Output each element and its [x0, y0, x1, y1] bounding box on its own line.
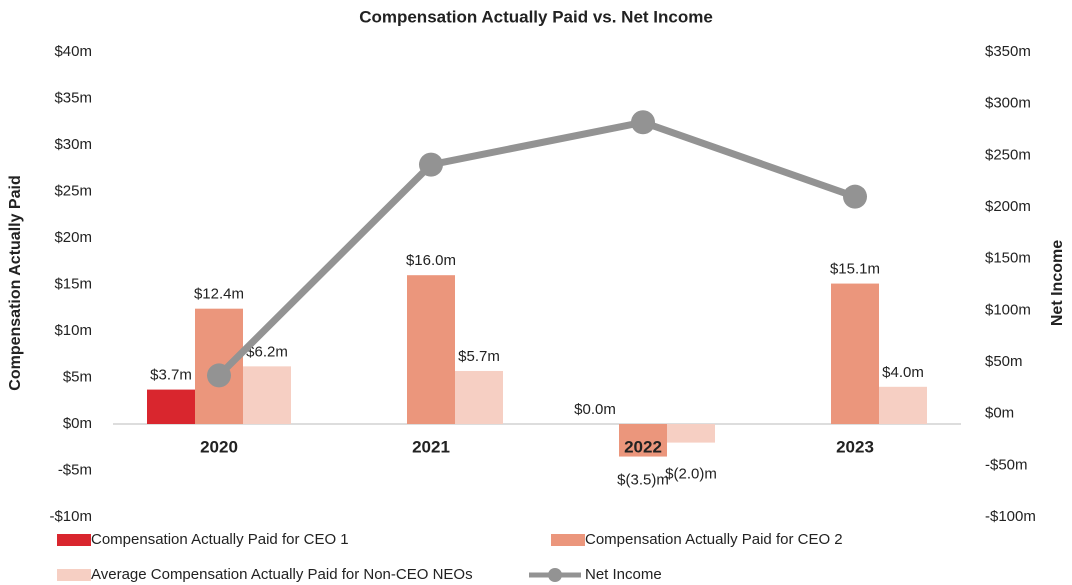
line-marker	[207, 363, 231, 388]
legend-swatch	[551, 534, 585, 546]
data-label: $12.4m	[194, 286, 244, 303]
data-label: $0.0m	[574, 401, 616, 418]
line-marker	[631, 110, 655, 135]
y-tick-label: $25m	[54, 182, 92, 199]
y-tick-label: $35m	[54, 89, 92, 106]
legend-swatch	[57, 534, 91, 546]
y-axis-label: Compensation Actually Paid	[7, 175, 24, 390]
y2-tick-label: $150m	[985, 250, 1031, 267]
data-label: $4.0m	[882, 364, 924, 381]
x-tick-label: 2021	[412, 437, 450, 456]
chart-title: Compensation Actually Paid vs. Net Incom…	[359, 7, 713, 26]
x-tick-label: 2023	[836, 437, 874, 456]
y2-tick-label: $350m	[985, 43, 1031, 60]
legend-label: Net Income	[585, 566, 662, 583]
data-label: $16.0m	[406, 252, 456, 269]
line-marker	[419, 152, 443, 177]
legend-label: Compensation Actually Paid for CEO 1	[91, 531, 349, 548]
y-tick-label: $10m	[54, 322, 92, 339]
y-tick-label: -$10m	[49, 508, 92, 525]
y-tick-label: $20m	[54, 229, 92, 246]
bar	[667, 424, 715, 443]
y2-tick-label: -$50m	[985, 456, 1028, 473]
line	[216, 118, 857, 378]
y-tick-label: $40m	[54, 43, 92, 60]
y2-tick-label: $300m	[985, 95, 1031, 112]
y2-tick-label: -$100m	[985, 508, 1036, 525]
legend-swatch	[548, 568, 562, 582]
data-label: $(3.5)m	[617, 472, 669, 489]
legend-label: Compensation Actually Paid for CEO 2	[585, 531, 843, 548]
y2-tick-label: $0m	[985, 405, 1014, 422]
bar	[619, 424, 667, 457]
y-tick-label: -$5m	[58, 461, 92, 478]
y-tick-label: $30m	[54, 136, 92, 153]
y-tick-label: $5m	[63, 368, 92, 385]
bar	[147, 389, 195, 424]
y2-tick-label: $250m	[985, 146, 1031, 163]
x-tick-label: 2020	[200, 437, 238, 456]
data-label: $15.1m	[830, 261, 880, 278]
y-tick-label: $0m	[63, 415, 92, 432]
legend-swatch	[57, 569, 91, 581]
y2-tick-label: $200m	[985, 198, 1031, 215]
bar	[455, 370, 503, 424]
bar	[879, 386, 927, 424]
data-label: $5.7m	[458, 348, 500, 365]
data-label: $(2.0)m	[665, 466, 717, 483]
bar	[831, 283, 879, 424]
data-label: $6.2m	[246, 343, 288, 360]
y2-tick-label: $100m	[985, 301, 1031, 318]
bar	[243, 366, 291, 424]
bar	[407, 275, 455, 424]
x-tick-label: 2022	[624, 437, 662, 456]
data-label: $3.7m	[150, 367, 192, 384]
y-tick-label: $15m	[54, 275, 92, 292]
y2-axis-label: Net Income	[1049, 240, 1066, 326]
y2-tick-label: $50m	[985, 353, 1023, 370]
legend-label: Average Compensation Actually Paid for N…	[91, 566, 473, 583]
line-marker	[843, 184, 867, 209]
